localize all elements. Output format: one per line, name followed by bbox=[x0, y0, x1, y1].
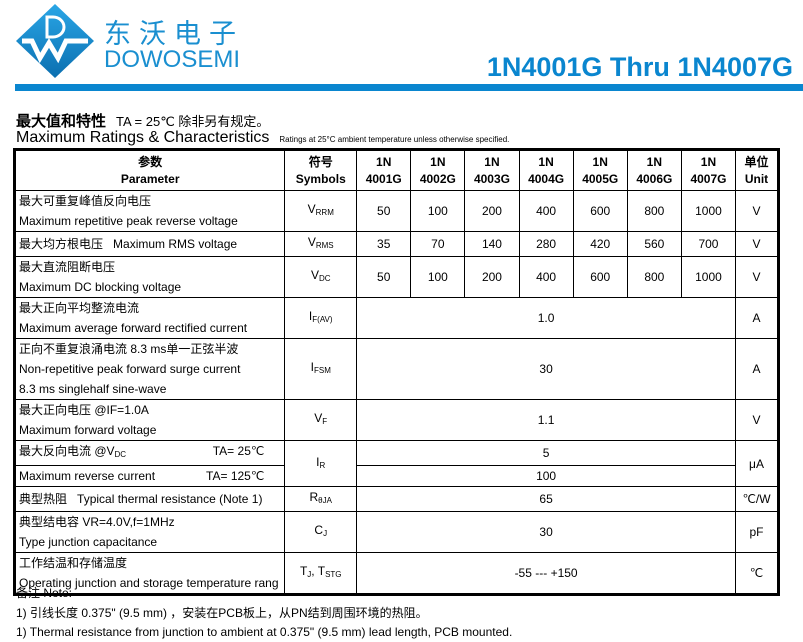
table-row: 典型结电容 VR=4.0V,f=1MHz Type junction capaci… bbox=[13, 511, 779, 553]
value-cell: 560 bbox=[626, 231, 682, 257]
part-header: 1N 4007G bbox=[680, 149, 737, 191]
param-cell: 最大均方根电压 Maximum RMS voltage bbox=[13, 231, 286, 257]
param-cell: 典型结电容 VR=4.0V,f=1MHz Type junction capaci… bbox=[13, 511, 286, 553]
table-row: 典型热阻 Typical thermal resistance (Note 1)… bbox=[13, 486, 779, 512]
unit-cell: V bbox=[735, 231, 779, 257]
table-row: 正向不重复浪涌电流 8.3 ms单一正弦半波 Non-repetitive pea… bbox=[13, 338, 779, 400]
symbol-cell: TJ, TSTG bbox=[284, 552, 358, 595]
param-cell: 工作结温和存储温度 Operating junction and storage … bbox=[13, 552, 286, 595]
unit-header: 单位 Unit bbox=[735, 149, 779, 191]
value-cell: 800 bbox=[626, 256, 682, 298]
table-row: 最大可重复峰值反向电压 Maximum repetitive peak rever… bbox=[13, 190, 779, 232]
symbol-cell: RθJA bbox=[284, 486, 358, 512]
section-title-cn: 最大值和特性 TA = 25℃ 除非另有规定。 bbox=[16, 113, 270, 130]
brand-en: DOWOSEMI bbox=[104, 46, 240, 73]
unit-cell: ℃ bbox=[735, 552, 779, 595]
value-cell: 420 bbox=[572, 231, 628, 257]
unit-cell: μA bbox=[735, 440, 779, 487]
symbol-cell: VF bbox=[284, 399, 358, 441]
value-cell: 1000 bbox=[680, 256, 737, 298]
value-cell: 280 bbox=[518, 231, 574, 257]
param-cell: 正向不重复浪涌电流 8.3 ms单一正弦半波 Non-repetitive pea… bbox=[13, 338, 286, 400]
value-cell: 50 bbox=[356, 256, 412, 298]
symbol-cell: CJ bbox=[284, 511, 358, 553]
param-cell: Maximum reverse current TA= 125℃ bbox=[13, 465, 286, 487]
unit-cell: pF bbox=[735, 511, 779, 553]
symbol-header: 符号 Symbols bbox=[284, 149, 358, 191]
table-row: 最大直流阻断电压 Maximum DC blocking voltage VDC 50… bbox=[13, 256, 779, 298]
section-title-en: Maximum Ratings & Characteristics Ratings… bbox=[16, 129, 510, 146]
value-cell: 70 bbox=[410, 231, 466, 257]
value-cell: 100 bbox=[356, 465, 737, 487]
page-title: 1N4001G Thru 1N4007G bbox=[486, 52, 793, 82]
table-row: 最大正向平均整流电流 Maximum average forward rectif… bbox=[13, 297, 779, 339]
symbol-cell: IR bbox=[284, 440, 358, 487]
value-cell: 200 bbox=[464, 256, 520, 298]
table-row: 最大均方根电压 Maximum RMS voltage VRMS 35 70 140 28… bbox=[13, 231, 779, 257]
part-header: 1N 4001G bbox=[356, 149, 412, 191]
unit-cell: A bbox=[735, 338, 779, 400]
value-cell: 400 bbox=[518, 190, 574, 232]
dowosemi-logo bbox=[16, 4, 94, 78]
value-cell: -55 --- +150 bbox=[356, 552, 737, 595]
value-cell: 600 bbox=[572, 256, 628, 298]
part-header: 1N 4004G bbox=[518, 149, 574, 191]
value-cell: 30 bbox=[356, 511, 737, 553]
table-row: Maximum reverse current TA= 125℃ 100 bbox=[13, 465, 779, 487]
param-cell: 最大正向平均整流电流 Maximum average forward rectif… bbox=[13, 297, 286, 339]
value-cell: 200 bbox=[464, 190, 520, 232]
ratings-table: 参数 Parameter 符号 Symbols 1N 4001G 1N 4002G 1N 4003… bbox=[13, 148, 780, 596]
unit-cell: ℃/W bbox=[735, 486, 779, 512]
part-header: 1N 4003G bbox=[464, 149, 520, 191]
symbol-cell: IF(AV) bbox=[284, 297, 358, 339]
part-header: 1N 4006G bbox=[626, 149, 682, 191]
value-cell: 1000 bbox=[680, 190, 737, 232]
value-cell: 1.1 bbox=[356, 399, 737, 441]
value-cell: 100 bbox=[410, 190, 466, 232]
param-header: 参数 Parameter bbox=[13, 149, 286, 191]
unit-cell: V bbox=[735, 399, 779, 441]
symbol-cell: VRRM bbox=[284, 190, 358, 232]
param-cell: 最大反向电流 @VDC TA= 25℃ bbox=[13, 440, 286, 466]
value-cell: 50 bbox=[356, 190, 412, 232]
value-cell: 700 bbox=[680, 231, 737, 257]
symbol-cell: VRMS bbox=[284, 231, 358, 257]
table-row: 工作结温和存储温度 Operating junction and storage … bbox=[13, 552, 779, 595]
brand-cn: 东沃电子 bbox=[104, 19, 244, 50]
value-cell: 600 bbox=[572, 190, 628, 232]
part-header: 1N 4005G bbox=[572, 149, 628, 191]
unit-cell: A bbox=[735, 297, 779, 339]
param-cell: 最大可重复峰值反向电压 Maximum repetitive peak rever… bbox=[13, 190, 286, 232]
value-cell: 30 bbox=[356, 338, 737, 400]
header-divider bbox=[15, 84, 803, 91]
header-row: 参数 Parameter 符号 Symbols 1N 4001G 1N 4002G 1N 4003… bbox=[13, 149, 779, 191]
value-cell: 35 bbox=[356, 231, 412, 257]
value-cell: 100 bbox=[410, 256, 466, 298]
param-cell: 典型热阻 Typical thermal resistance (Note 1) bbox=[13, 486, 286, 512]
symbol-cell: IFSM bbox=[284, 338, 358, 400]
unit-cell: V bbox=[735, 190, 779, 232]
param-cell: 最大直流阻断电压 Maximum DC blocking voltage bbox=[13, 256, 286, 298]
unit-cell: V bbox=[735, 256, 779, 298]
value-cell: 1.0 bbox=[356, 297, 737, 339]
symbol-cell: VDC bbox=[284, 256, 358, 298]
value-cell: 140 bbox=[464, 231, 520, 257]
note-cn: 1) 引线长度 0.375" (9.5 mm) ，安装在PCB板上，从PN结到周… bbox=[16, 606, 428, 620]
value-cell: 800 bbox=[626, 190, 682, 232]
value-cell: 65 bbox=[356, 486, 737, 512]
table-row: 最大反向电流 @VDC TA= 25℃ IR 5 μA bbox=[13, 440, 779, 487]
notes-title: 备注 Note: bbox=[16, 586, 73, 600]
part-header: 1N 4002G bbox=[410, 149, 466, 191]
note-en: 1) Thermal resistance from junction to a… bbox=[16, 625, 513, 639]
param-cell: 最大正向电压 @IF=1.0A Maximum forward voltage bbox=[13, 399, 286, 441]
value-cell: 5 bbox=[356, 440, 737, 466]
table-row: 最大正向电压 @IF=1.0A Maximum forward voltage VF… bbox=[13, 399, 779, 441]
value-cell: 400 bbox=[518, 256, 574, 298]
